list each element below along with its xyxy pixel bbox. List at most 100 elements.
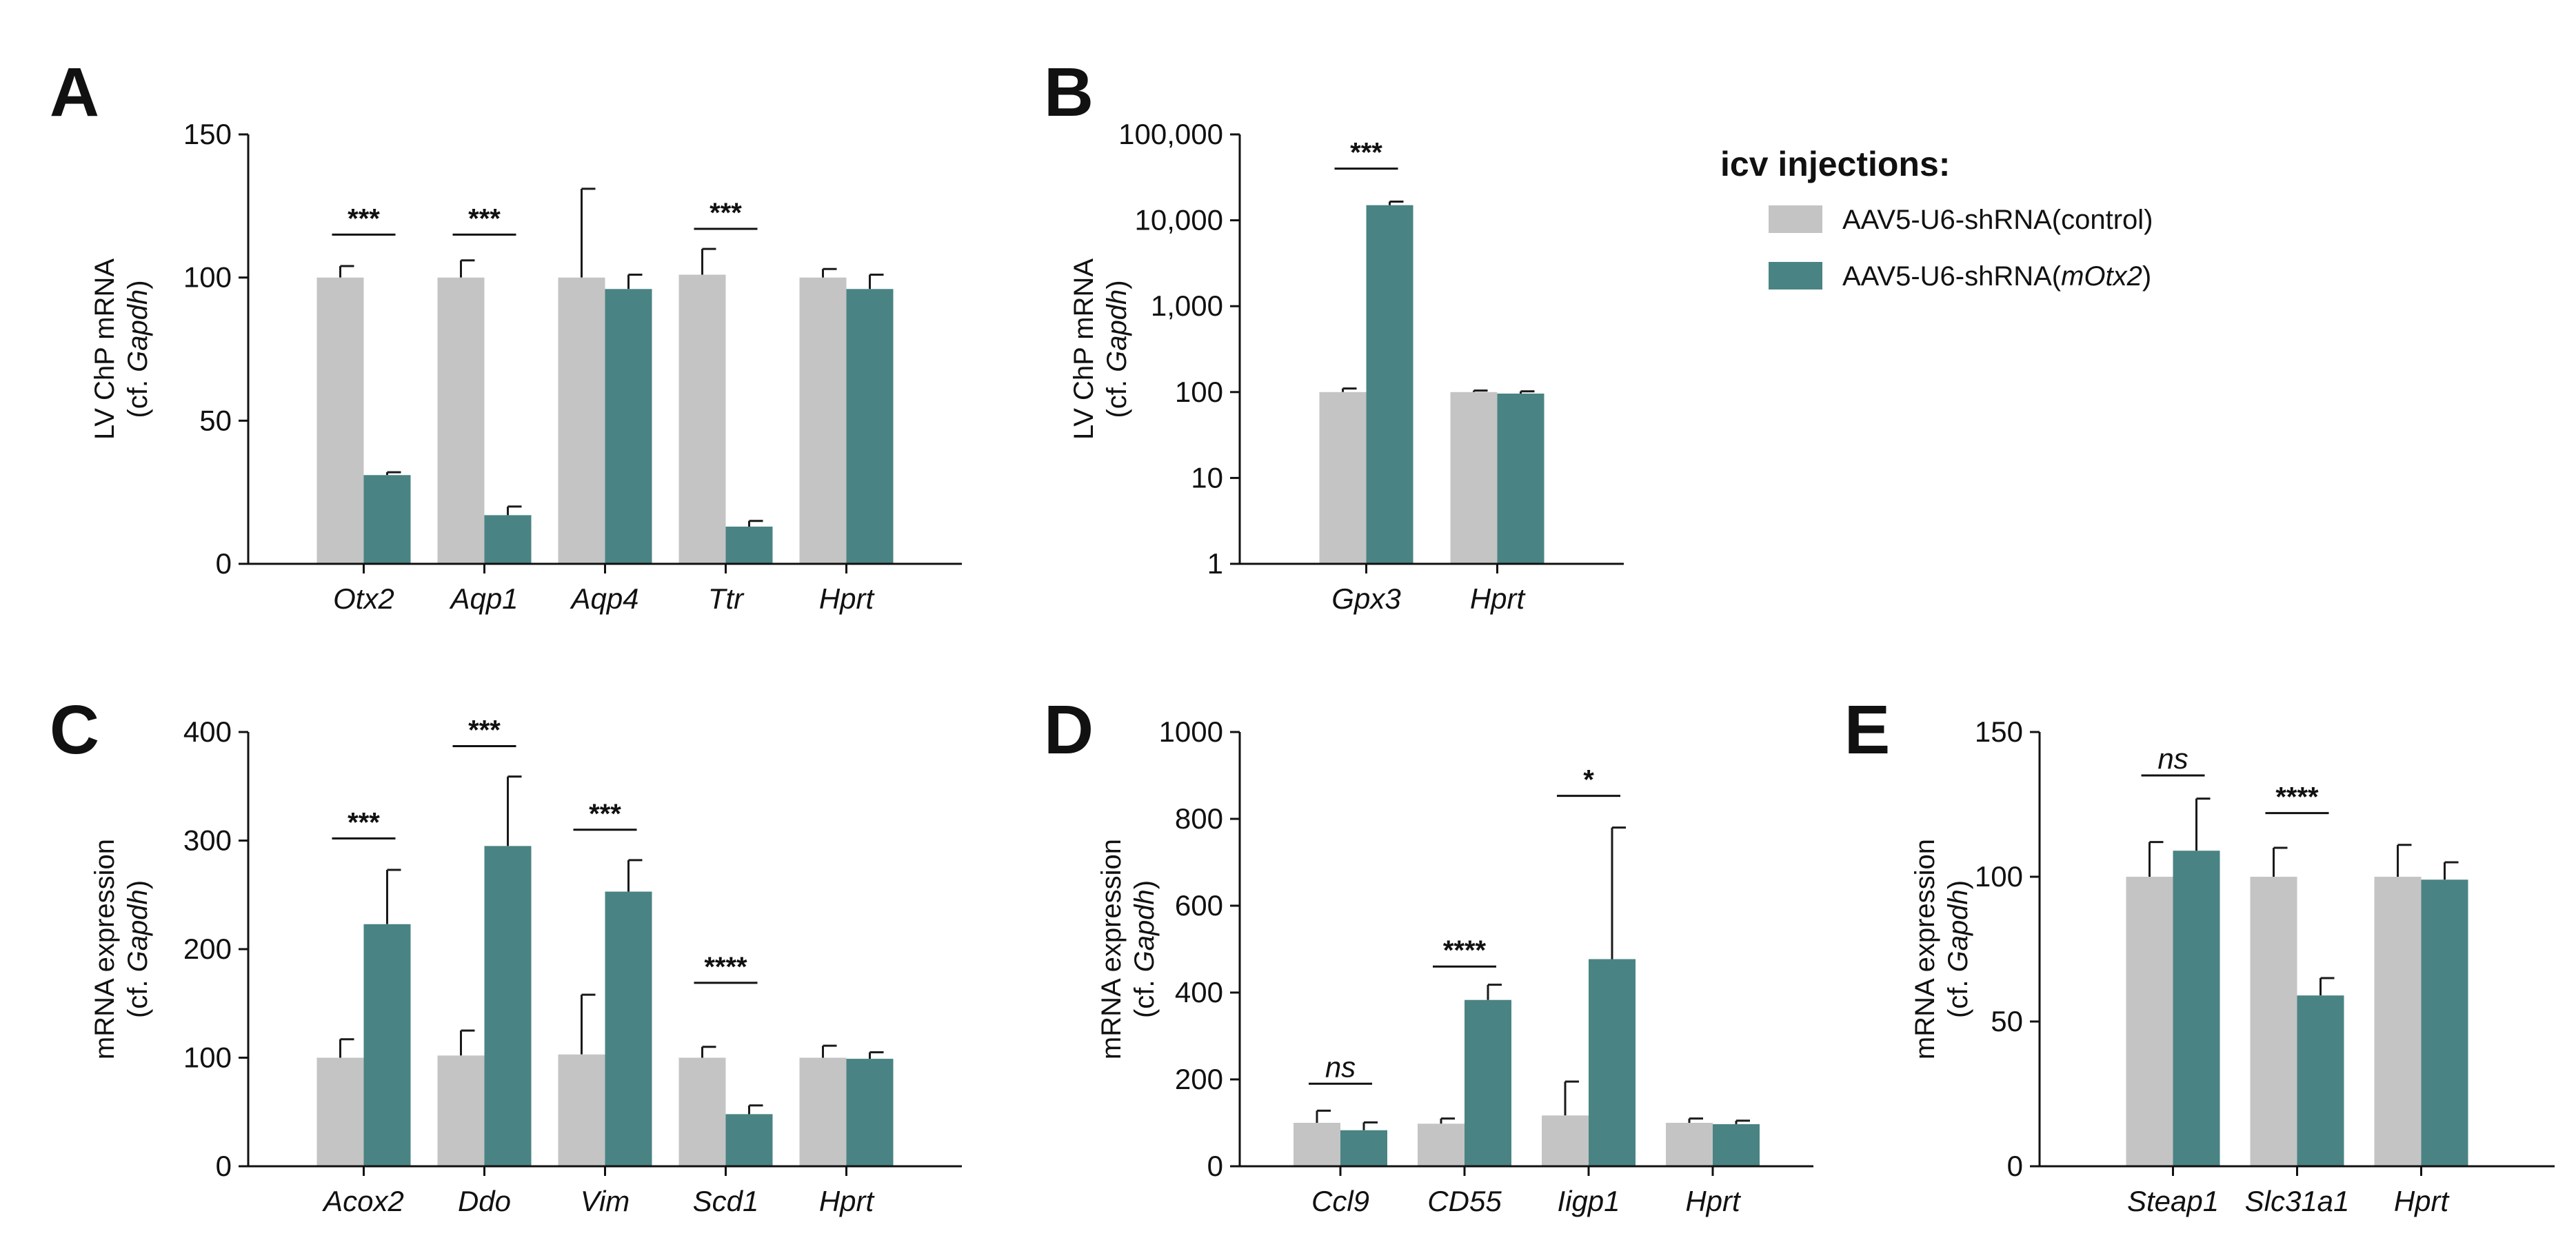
panel-b: B LV ChP mRNA (cf. Gapdh) Gpx3 Hprt *** 1 10 100… xyxy=(1044,54,1624,615)
y-axis-label-prefix: (cf. xyxy=(123,972,153,1018)
y-tick-label: 100,000 xyxy=(1118,118,1223,150)
significance-label: *** xyxy=(468,715,501,745)
y-tick-label: 100 xyxy=(1975,860,2023,893)
y-tick-label: 0 xyxy=(1207,1150,1223,1182)
y-tick-label: 10,000 xyxy=(1135,204,1223,236)
legend-label-part: AAV5-U6-shRNA(control) xyxy=(1842,205,2153,235)
bar-control-acox2 xyxy=(316,1057,364,1166)
legend-label-part: AAV5-U6-shRNA( xyxy=(1842,261,2062,292)
y-axis-label: mRNA expression (cf. Gapdh) xyxy=(1096,839,1160,1059)
x-tick-label-hprt: Hprt xyxy=(819,1185,876,1217)
bar-knockdown-aqp1 xyxy=(484,515,532,564)
bar-control-aqp1 xyxy=(437,277,485,564)
y-tick-label: 400 xyxy=(183,715,232,748)
significance-label: ns xyxy=(1325,1050,1356,1083)
y-tick-label: 50 xyxy=(1991,1005,2023,1037)
y-axis-label-gene: Gapdh xyxy=(1129,889,1160,972)
x-tick-label-vim: Vim xyxy=(581,1185,630,1217)
legend: icv injections: AAV5-U6-shRNA(control) AAV… xyxy=(1720,145,2153,292)
y-tick-label: 100 xyxy=(1175,376,1223,408)
bar-knockdown-acox2 xyxy=(363,924,411,1166)
significance-label: **** xyxy=(704,952,747,982)
legend-swatch-knockdown xyxy=(1769,262,1822,289)
significance-label: *** xyxy=(710,198,742,228)
y-axis-label: mRNA expression (cf. Gapdh) xyxy=(1910,839,1973,1059)
x-tick-label-slc31a1: Slc31a1 xyxy=(2245,1185,2350,1217)
panel-letter-b: B xyxy=(1044,54,1094,131)
y-axis-label-line1: LV ChP mRNA xyxy=(1069,258,1099,440)
x-tick-label-cd55: CD55 xyxy=(1427,1185,1502,1217)
bar-knockdown-iigp1 xyxy=(1589,959,1636,1166)
x-tick-label-hprt: Hprt xyxy=(1470,582,1527,615)
bar-control-scd1 xyxy=(678,1057,726,1166)
bar-control-gpx3 xyxy=(1319,392,1367,564)
bar-knockdown-hprt xyxy=(1713,1124,1760,1166)
y-tick-label: 0 xyxy=(2007,1150,2023,1182)
legend-label-control: AAV5-U6-shRNA(control) xyxy=(1842,205,2153,235)
bar-knockdown-ccl9 xyxy=(1340,1130,1387,1166)
bar-knockdown-ttr xyxy=(725,527,773,564)
y-tick-label: 0 xyxy=(216,1150,232,1182)
y-axis-label-prefix: (cf. xyxy=(1943,972,1973,1018)
y-tick-label: 1 xyxy=(1207,547,1223,580)
y-tick-label: 400 xyxy=(1175,976,1223,1008)
significance-label: **** xyxy=(2275,782,2319,813)
legend-label-knockdown: AAV5-U6-shRNA(mOtx2) xyxy=(1842,261,2151,292)
panel-a: A LV ChP mRNA (cf. Gapdh) Otx2 Aqp1 Aqp4 Ttr Hp… xyxy=(50,54,962,615)
y-tick-label: 800 xyxy=(1175,802,1223,835)
y-axis-label-prefix: (cf. xyxy=(1102,372,1132,418)
bar-knockdown-vim xyxy=(605,891,652,1166)
bar-knockdown-hprt xyxy=(846,289,894,564)
legend-label-part: mOtx2 xyxy=(2061,261,2142,292)
y-tick-label: 150 xyxy=(183,118,232,150)
bar-control-hprt xyxy=(1666,1123,1713,1166)
significance-label: *** xyxy=(348,807,380,837)
bar-knockdown-scd1 xyxy=(725,1114,773,1166)
bar-knockdown-hprt xyxy=(1497,394,1544,564)
bar-control-ttr xyxy=(678,274,726,564)
y-tick-label: 300 xyxy=(183,824,232,857)
y-axis-label: LV ChP mRNA (cf. Gapdh) xyxy=(90,258,153,440)
x-tick-label-gpx3: Gpx3 xyxy=(1331,582,1400,615)
x-tick-label-aqp4: Aqp4 xyxy=(569,582,638,615)
bar-knockdown-gpx3 xyxy=(1366,205,1413,564)
bar-control-steap1 xyxy=(2126,877,2173,1166)
x-tick-label-hprt: Hprt xyxy=(1685,1185,1742,1217)
y-axis-label-suffix: ) xyxy=(123,280,153,289)
panel-letter-e: E xyxy=(1844,691,1891,769)
y-tick-label: 0 xyxy=(216,547,232,580)
x-tick-label-ttr: Ttr xyxy=(708,582,745,615)
y-axis-label-suffix: ) xyxy=(1129,880,1160,889)
bar-knockdown-hprt xyxy=(846,1059,894,1166)
y-tick-label: 600 xyxy=(1175,889,1223,922)
bar-control-hprt xyxy=(799,1057,847,1166)
bar-knockdown-steap1 xyxy=(2173,851,2220,1166)
legend-label-part: ) xyxy=(2142,261,2151,292)
bar-control-vim xyxy=(558,1054,605,1166)
x-tick-label-acox2: Acox2 xyxy=(321,1185,404,1217)
bar-control-hprt xyxy=(1450,392,1498,564)
y-axis-label-line1: LV ChP mRNA xyxy=(90,258,120,440)
bar-knockdown-aqp4 xyxy=(605,289,652,564)
x-tick-label-otx2: Otx2 xyxy=(333,582,394,615)
bar-control-slc31a1 xyxy=(2250,877,2297,1166)
bar-control-cd55 xyxy=(1418,1124,1465,1166)
bar-knockdown-cd55 xyxy=(1465,999,1511,1166)
y-tick-label: 200 xyxy=(1175,1063,1223,1095)
y-tick-label: 100 xyxy=(183,261,232,294)
significance-label: * xyxy=(1583,765,1594,795)
legend-title: icv injections: xyxy=(1720,145,1950,183)
bar-knockdown-hprt xyxy=(2421,880,2468,1166)
bar-knockdown-otx2 xyxy=(363,475,411,564)
x-tick-label-ccl9: Ccl9 xyxy=(1311,1185,1369,1217)
y-axis-label-line1: mRNA expression xyxy=(1096,839,1127,1059)
bar-knockdown-ddo xyxy=(484,846,532,1166)
bar-control-iigp1 xyxy=(1542,1115,1589,1166)
significance-label: *** xyxy=(348,203,380,234)
significance-label: **** xyxy=(1443,935,1487,966)
bar-control-ddo xyxy=(437,1055,485,1166)
panel-letter-c: C xyxy=(50,691,99,769)
y-axis-label-line1: mRNA expression xyxy=(90,839,120,1059)
